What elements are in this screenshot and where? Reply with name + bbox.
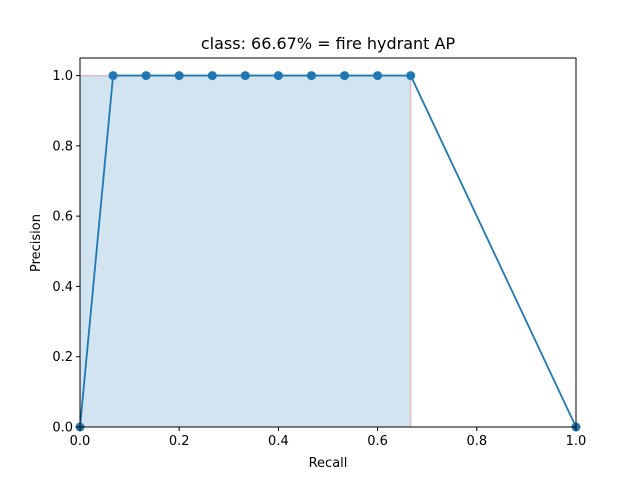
data-point xyxy=(207,71,217,81)
y-axis-ticks: 0.0 0.2 0.4 0.6 0.8 1.0 xyxy=(52,69,80,436)
data-point xyxy=(373,71,383,81)
y-tick-label: 0.0 xyxy=(52,421,73,436)
plot-frame xyxy=(79,57,577,428)
area-under-curve xyxy=(80,75,411,428)
series-line-layer xyxy=(79,74,577,428)
data-point xyxy=(108,71,118,81)
x-axis-label: Recall xyxy=(309,456,348,471)
x-tick-label: 0.8 xyxy=(466,434,487,449)
y-tick-label: 0.8 xyxy=(52,139,73,154)
series-line xyxy=(79,74,577,428)
y-tick-label: 1.0 xyxy=(52,69,73,84)
x-tick-label: 0.2 xyxy=(169,434,190,449)
data-point xyxy=(406,71,416,81)
y-tick-label: 0.4 xyxy=(52,280,73,295)
data-point xyxy=(340,71,350,81)
y-tick-label: 0.2 xyxy=(52,350,73,365)
y-tick-label: 0.6 xyxy=(52,210,73,225)
data-point xyxy=(174,71,184,81)
x-tick-label: 0.4 xyxy=(268,434,289,449)
series-marker-layer xyxy=(75,71,581,432)
data-point xyxy=(273,71,283,81)
x-axis-ticks: 0.0 0.2 0.4 0.6 0.8 1.0 xyxy=(70,427,587,449)
data-point xyxy=(306,71,316,81)
x-tick-label: 0.0 xyxy=(70,434,91,449)
area-fill-layer xyxy=(80,75,411,428)
x-tick-label: 0.6 xyxy=(367,434,388,449)
y-axis-label: Precision xyxy=(29,214,44,272)
data-point xyxy=(141,71,151,81)
chart-title: class: 66.67% = fire hydrant AP xyxy=(201,34,456,53)
x-tick-label: 1.0 xyxy=(566,434,587,449)
data-point xyxy=(240,71,250,81)
